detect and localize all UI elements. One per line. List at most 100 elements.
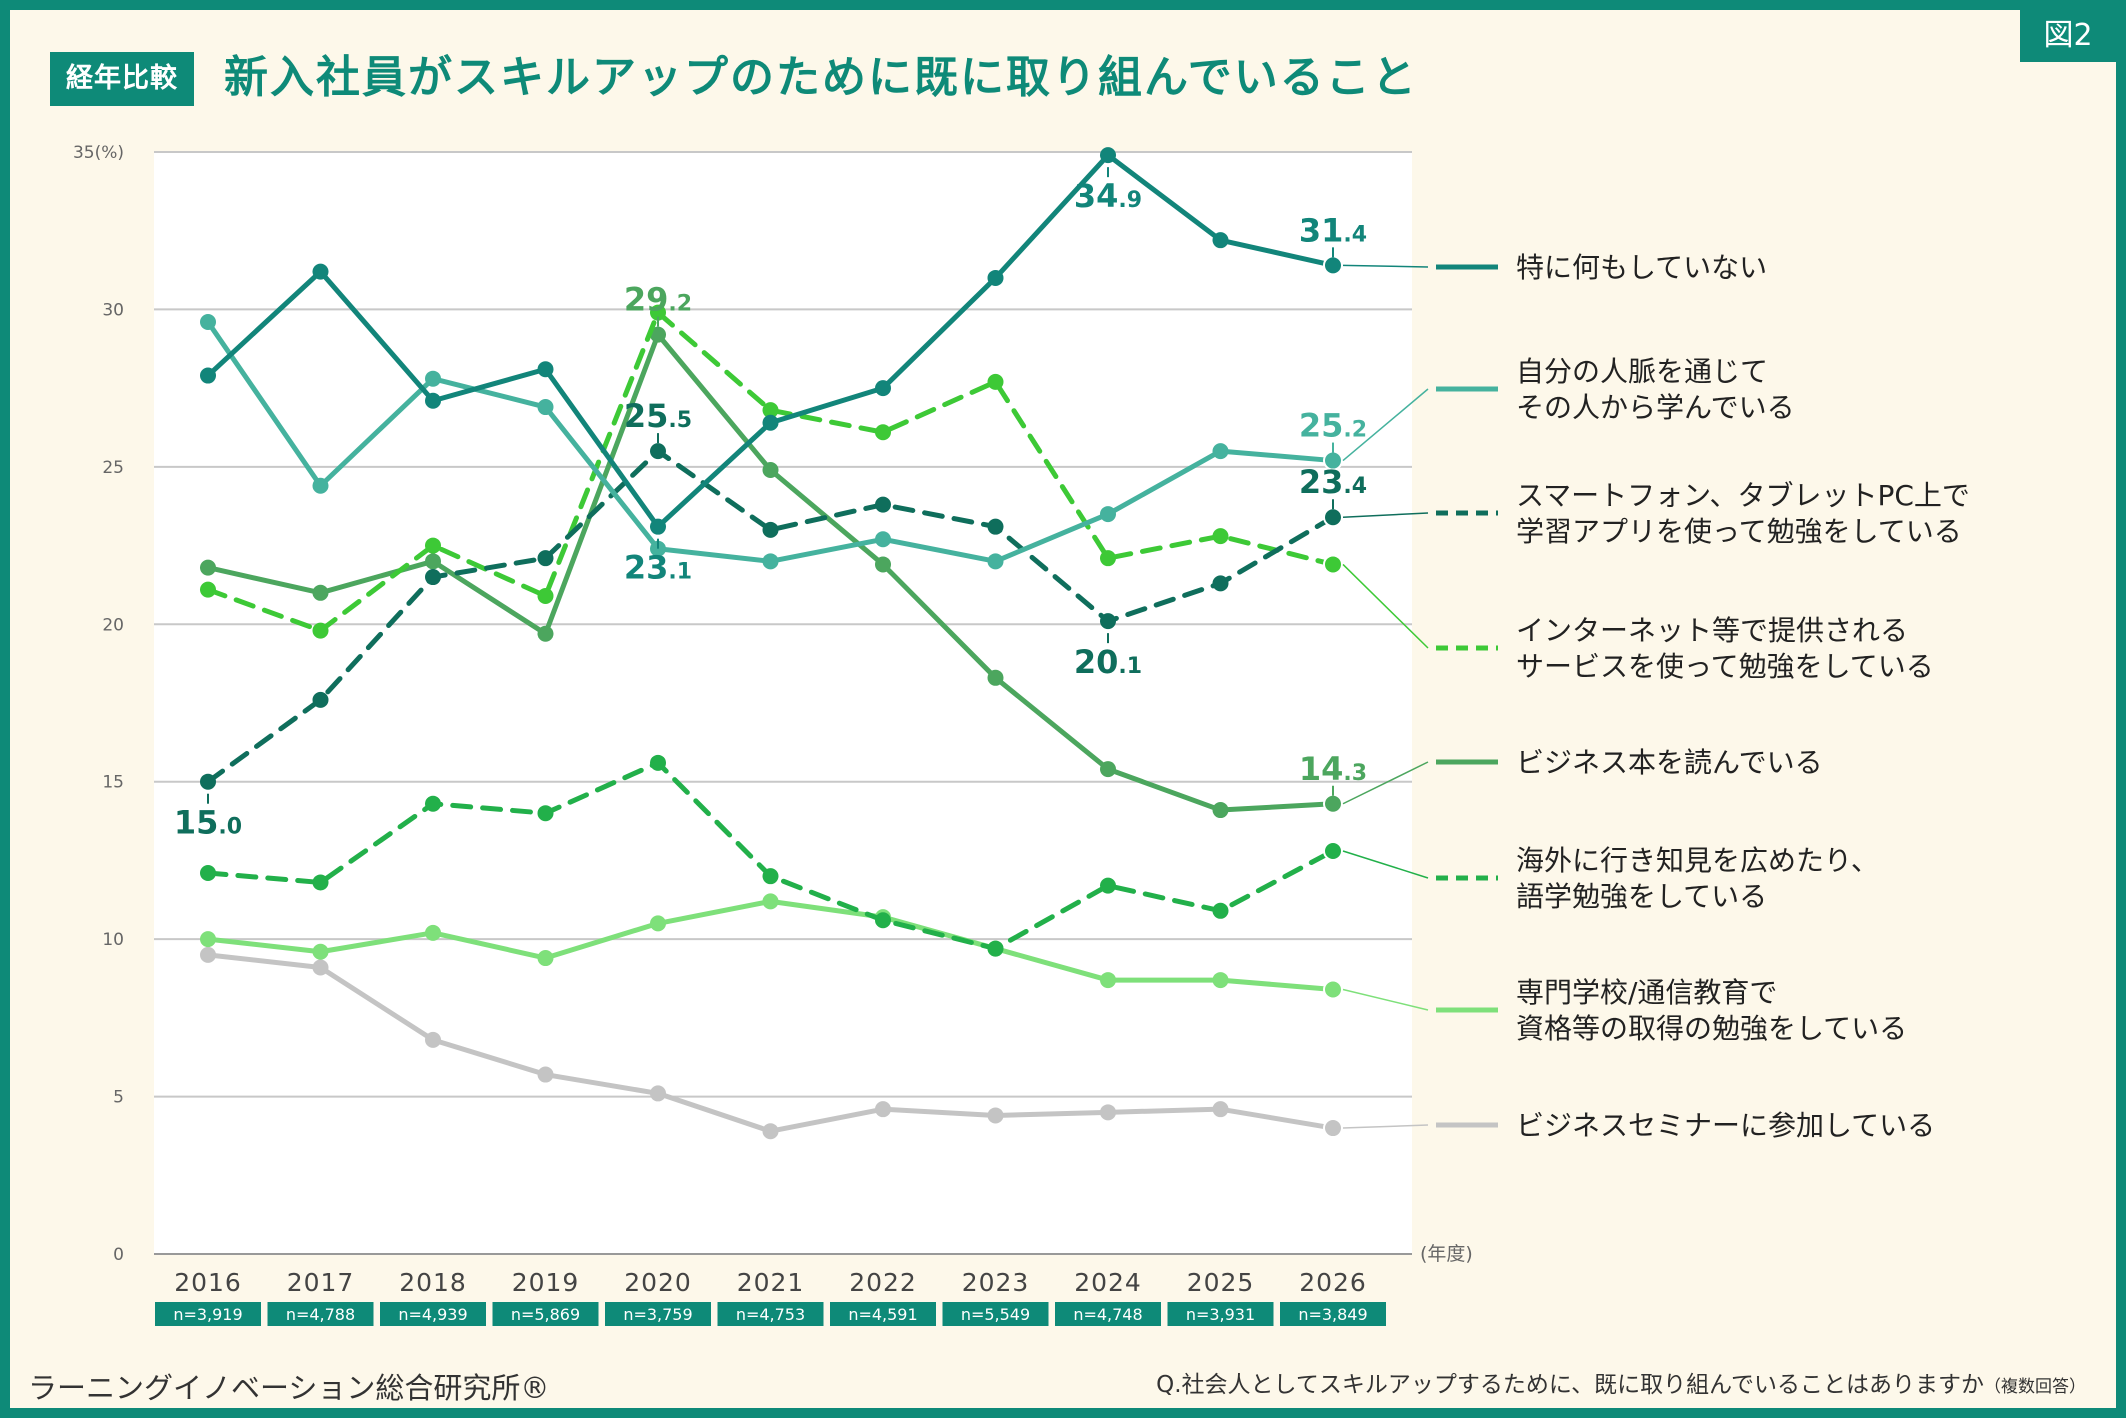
data-point — [875, 556, 891, 573]
sample-size-badge — [605, 1302, 711, 1326]
data-point — [537, 1066, 554, 1083]
data-label-integer: 23 — [1299, 463, 1344, 501]
x-tick-label: 2019 — [512, 1268, 580, 1297]
sample-size-label: n=3,931 — [1186, 1305, 1255, 1324]
data-point — [312, 691, 329, 708]
data-label-integer: 20 — [1074, 643, 1119, 681]
data-label-decimal: .2 — [668, 292, 692, 317]
data-point — [1100, 147, 1116, 164]
y-tick-label: 5 — [113, 1088, 124, 1108]
sample-size-badge — [155, 1302, 261, 1326]
data-label-decimal: .1 — [668, 560, 692, 585]
x-tick-label: 2023 — [962, 1268, 1030, 1297]
sample-size-label: n=4,788 — [286, 1305, 355, 1324]
sample-size-badge — [380, 1302, 486, 1326]
data-point — [987, 518, 1004, 535]
data-point — [200, 773, 216, 790]
legend-label: 自分の人脈を通じて — [1516, 355, 1768, 388]
legend-connector — [1342, 1124, 1429, 1129]
sample-size-label: n=3,759 — [623, 1305, 692, 1324]
sample-size-badge — [1167, 1302, 1274, 1326]
data-label-integer: 23 — [624, 549, 669, 587]
data-point — [762, 553, 779, 570]
data-point — [1100, 877, 1116, 894]
data-label-decimal: .9 — [1118, 188, 1142, 213]
data-label-decimal: .4 — [1343, 474, 1367, 499]
sample-size-label: n=3,919 — [173, 1305, 242, 1324]
data-point — [650, 540, 666, 557]
sample-size-label: n=4,753 — [736, 1305, 805, 1324]
sample-size-badge — [717, 1302, 824, 1326]
data-point — [875, 531, 891, 548]
data-label-decimal: .4 — [1343, 222, 1367, 247]
data-label: 20.1 — [1074, 643, 1142, 681]
data-point — [1100, 972, 1116, 989]
y-tick-label: 0 — [113, 1245, 124, 1265]
sample-size-label: n=5,869 — [511, 1305, 580, 1324]
data-point — [537, 361, 554, 378]
data-label: 25.5 — [624, 397, 692, 435]
figure-number-tag: 図2 — [2020, 10, 2116, 62]
legend-connector — [1342, 988, 1429, 1011]
sample-size-badge — [1055, 1302, 1161, 1326]
data-label-integer: 31 — [1299, 211, 1344, 249]
data-point — [537, 399, 554, 416]
x-tick-label: 2017 — [287, 1268, 355, 1297]
data-label: 29.2 — [624, 281, 692, 319]
data-point — [650, 326, 666, 343]
data-point — [1212, 528, 1229, 545]
data-point — [312, 263, 329, 280]
data-point-end — [1323, 979, 1343, 1000]
legend-label: 専門学校/通信教育で — [1516, 976, 1777, 1009]
x-tick-label: 2020 — [624, 1268, 692, 1297]
legend-label: ビジネス本を読んでいる — [1516, 746, 1823, 779]
data-label-decimal: .3 — [1343, 761, 1367, 786]
data-point-end — [1323, 1118, 1343, 1139]
data-point — [1100, 1104, 1116, 1121]
data-point — [312, 959, 329, 976]
sample-size-label: n=4,939 — [398, 1305, 467, 1324]
sample-size-label: n=5,549 — [961, 1305, 1030, 1324]
x-tick-label: 2025 — [1187, 1268, 1255, 1297]
legend-label: 特に何もしていない — [1516, 251, 1767, 284]
data-label: 25.2 — [1299, 407, 1367, 445]
x-tick-label: 2026 — [1299, 1268, 1367, 1297]
data-point — [762, 414, 779, 431]
legend-label: スマートフォン、タブレットPC上で — [1516, 479, 1970, 512]
plot-area — [154, 152, 1412, 1254]
legend-label: インターネット等で提供される — [1516, 614, 1908, 647]
data-label-integer: 25 — [1299, 407, 1344, 445]
data-point — [987, 669, 1004, 686]
data-point — [312, 874, 329, 891]
x-tick-label: 2018 — [399, 1268, 467, 1297]
legend-connector — [1342, 850, 1429, 879]
data-point — [425, 553, 441, 570]
data-point — [650, 915, 666, 932]
data-point — [1212, 902, 1229, 919]
data-point-end — [1323, 840, 1343, 861]
survey-question-text: Q.社会人としてスキルアップするために、既に取り組んでいることはありますか — [1156, 1372, 1984, 1398]
data-point — [875, 380, 891, 397]
data-point — [762, 893, 779, 910]
legend-label: 海外に行き知見を広めたり、 — [1516, 844, 1879, 877]
survey-question: Q.社会人としてスキルアップするために、既に取り組んでいることはありますか（複数… — [1156, 1365, 2086, 1399]
data-point — [987, 940, 1004, 957]
sample-size-label: n=4,591 — [848, 1305, 917, 1324]
data-point — [312, 584, 329, 601]
data-label-decimal: .1 — [1118, 654, 1142, 679]
legend-connector — [1342, 388, 1429, 462]
legend-label: サービスを使って勉強をしている — [1516, 650, 1934, 683]
legend-label: ビジネスセミナーに参加している — [1516, 1109, 1935, 1142]
data-label-integer: 14 — [1299, 750, 1344, 788]
data-point — [1100, 761, 1116, 778]
data-point — [200, 367, 216, 384]
data-point — [312, 477, 329, 494]
x-tick-label: 2016 — [174, 1268, 242, 1297]
sample-size-badge — [267, 1302, 374, 1326]
legend-connector — [1342, 512, 1429, 518]
data-point — [425, 370, 441, 387]
data-label: 23.4 — [1299, 463, 1367, 501]
data-point — [762, 868, 779, 885]
data-point — [537, 805, 554, 822]
